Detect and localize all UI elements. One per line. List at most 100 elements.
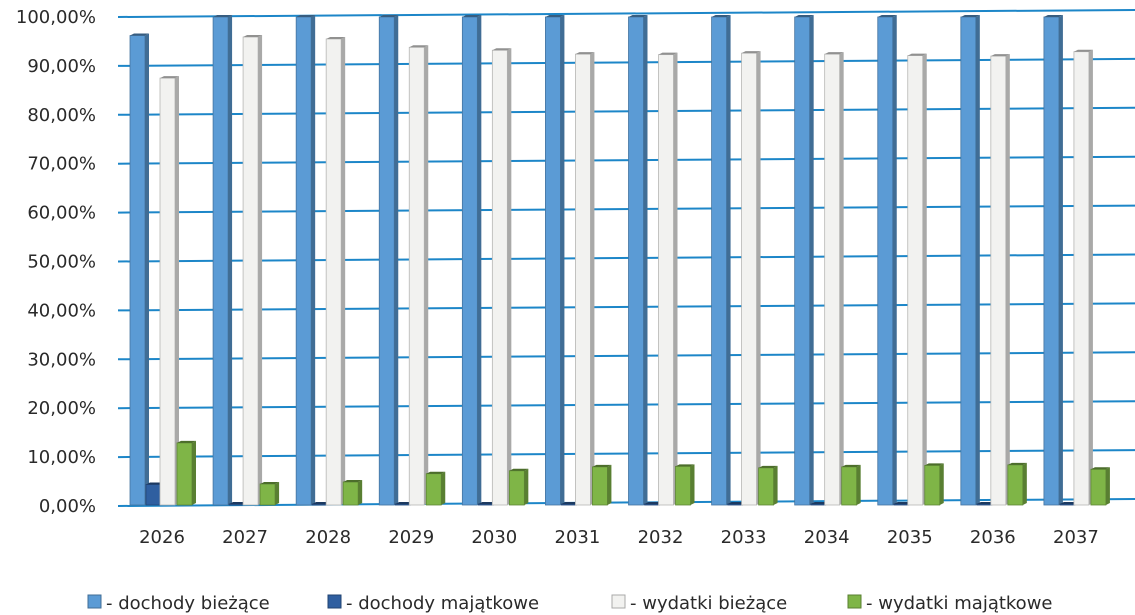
bar-side <box>1058 14 1063 506</box>
y-tick-label: 10,00% <box>27 447 96 468</box>
gridline <box>117 204 1135 214</box>
bar-top <box>1007 462 1027 465</box>
legend-swatch <box>87 594 102 609</box>
bar-face <box>159 77 176 506</box>
bar-side <box>1088 49 1093 506</box>
bar-face <box>342 481 359 506</box>
bar-side <box>939 463 944 505</box>
bar-top <box>741 51 761 54</box>
bar-2026-series-3 <box>159 76 179 506</box>
bar-face <box>794 16 811 506</box>
bar-face <box>841 466 858 506</box>
bar-top <box>575 52 595 55</box>
bar-2037-series-3 <box>1073 49 1093 506</box>
bar-2036-series-3 <box>990 54 1010 506</box>
bar-face <box>741 52 757 506</box>
x-tick-label: 2036 <box>970 527 1016 548</box>
bar-2031-series-3 <box>575 52 595 506</box>
bar-2027-series-1 <box>212 14 233 506</box>
bar-side <box>975 14 980 506</box>
bar-top <box>1090 467 1110 470</box>
x-tick-label: 2034 <box>804 527 850 548</box>
bar-face <box>592 466 608 506</box>
bar-face <box>259 483 276 506</box>
bar-side <box>839 52 844 505</box>
bar-side <box>311 14 316 506</box>
bar-face <box>1059 503 1076 506</box>
legend-swatch <box>847 594 862 609</box>
bar-top <box>343 480 363 483</box>
x-tick-label: 2028 <box>305 527 351 548</box>
bar-side <box>560 14 565 506</box>
bar-face <box>1090 468 1107 506</box>
legend-label: - dochody majątkowe <box>346 593 539 614</box>
bar-top <box>160 76 179 79</box>
y-tick-label: 90,00% <box>27 56 96 77</box>
bar-2030-series-1 <box>461 14 482 506</box>
legend-item: - dochody majątkowe <box>327 593 539 614</box>
x-tick-label: 2032 <box>638 527 684 548</box>
bar-top <box>492 48 512 51</box>
bar-2034-series-3 <box>824 52 844 506</box>
bar-side <box>922 53 927 505</box>
bar-top <box>1073 49 1093 52</box>
bar-top <box>296 14 316 17</box>
bar-face <box>508 470 525 506</box>
y-tick-label: 20,00% <box>27 398 96 419</box>
bar-2035-series-4 <box>924 463 944 506</box>
bar-2026-series-1 <box>129 33 149 506</box>
bar-top <box>130 33 149 36</box>
bar-top <box>545 14 565 17</box>
bar-side <box>394 14 399 506</box>
bar-face <box>311 503 328 506</box>
bar-2029-series-4 <box>425 471 446 506</box>
bar-face <box>491 49 508 506</box>
bar-top <box>592 464 612 467</box>
bar-face <box>477 503 494 506</box>
x-tick-label: 2027 <box>222 527 268 548</box>
bar-top <box>758 465 778 468</box>
bar-2033-series-4 <box>758 465 778 506</box>
bar-2029-series-1 <box>378 14 399 506</box>
bar-side <box>756 51 761 505</box>
bar-side <box>607 464 612 505</box>
y-tick-label: 50,00% <box>27 252 96 273</box>
bar-top <box>824 52 844 55</box>
bar-2028-series-3 <box>325 36 346 506</box>
bar-side <box>358 480 363 505</box>
bar-face <box>893 503 910 506</box>
bar-side <box>773 465 778 505</box>
bar-face <box>408 46 425 506</box>
bar-face <box>295 16 312 506</box>
y-axis-tick-labels: 0,00% 10,00% 20,00% 30,00% 40,00% 50,00% 60,00… <box>16 7 96 517</box>
x-tick-label: 2026 <box>139 527 185 548</box>
bar-face <box>1007 464 1024 506</box>
legend: - dochody bieżące - dochody majątkowe - wy… <box>87 593 1053 614</box>
bar-2033-series-1 <box>711 14 731 506</box>
bar-side <box>1005 54 1010 506</box>
bar-2035-series-1 <box>877 14 897 506</box>
legend-swatch <box>327 594 342 609</box>
bar-2032-series-4 <box>675 464 695 506</box>
bar-top <box>1043 14 1063 17</box>
bar-face <box>145 484 162 506</box>
bar-side <box>424 45 429 506</box>
bar-face <box>675 465 691 506</box>
y-tick-label: 30,00% <box>27 349 96 370</box>
bar-side <box>673 52 678 505</box>
bar-face <box>990 55 1007 506</box>
bar-face <box>129 35 146 506</box>
bar-face <box>1043 16 1060 506</box>
bar-face <box>758 467 774 506</box>
y-tick-label: 70,00% <box>27 154 96 175</box>
bar-side <box>690 464 695 505</box>
bar-top <box>326 36 346 39</box>
y-tick-label: 60,00% <box>27 203 96 224</box>
x-tick-label: 2031 <box>555 527 601 548</box>
bar-side <box>228 14 233 506</box>
bar-side <box>341 36 346 505</box>
bar-top <box>509 468 529 471</box>
y-tick-label: 0,00% <box>39 496 96 517</box>
bar-face <box>394 503 411 506</box>
